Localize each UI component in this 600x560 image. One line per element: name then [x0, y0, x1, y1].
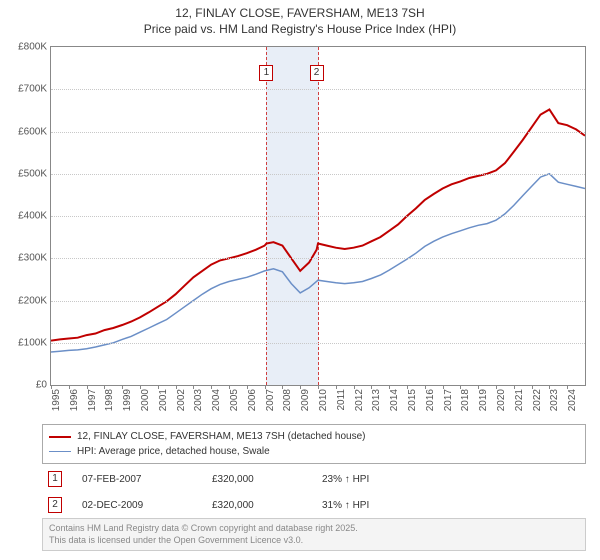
footer-line2: This data is licensed under the Open Gov…	[49, 535, 579, 547]
x-axis-label: 1997	[87, 389, 98, 411]
x-axis-label: 1998	[104, 389, 115, 411]
txn-marker: 1	[259, 65, 273, 81]
gridline-h	[51, 258, 585, 259]
x-axis-label: 2017	[443, 389, 454, 411]
x-axis-label: 2020	[496, 389, 507, 411]
txn-delta: 23% ↑ HPI	[322, 474, 580, 485]
x-axis-label: 2012	[354, 389, 365, 411]
x-axis-label: 2016	[425, 389, 436, 411]
chart-plot-area: £0£100K£200K£300K£400K£500K£600K£700K£80…	[50, 46, 586, 386]
txn-badge: 1	[48, 471, 62, 487]
txn-badge: 2	[48, 497, 62, 513]
x-axis-label: 2011	[336, 389, 347, 411]
gridline-h	[51, 89, 585, 90]
x-axis-label: 2024	[567, 389, 578, 411]
legend-row: HPI: Average price, detached house, Swal…	[49, 444, 579, 459]
transaction-row: 2 02-DEC-2009 £320,000 31% ↑ HPI	[42, 492, 586, 518]
x-axis-label: 1999	[122, 389, 133, 411]
txn-price: £320,000	[212, 500, 302, 511]
x-axis-label: 1995	[51, 389, 62, 411]
footer-attribution: Contains HM Land Registry data © Crown c…	[42, 518, 586, 551]
txn-price: £320,000	[212, 474, 302, 485]
title-block: 12, FINLAY CLOSE, FAVERSHAM, ME13 7SH Pr…	[0, 0, 600, 37]
x-axis-label: 2018	[460, 389, 471, 411]
x-axis-label: 2003	[193, 389, 204, 411]
y-axis-label: £600K	[18, 126, 47, 137]
gridline-h	[51, 301, 585, 302]
x-axis-label: 2005	[229, 389, 240, 411]
gridline-h	[51, 216, 585, 217]
gridline-h	[51, 174, 585, 175]
y-axis-label: £400K	[18, 211, 47, 222]
y-axis-label: £300K	[18, 253, 47, 264]
y-axis-label: £500K	[18, 168, 47, 179]
x-axis-label: 2010	[318, 389, 329, 411]
x-axis-label: 2004	[211, 389, 222, 411]
x-axis-label: 2023	[549, 389, 560, 411]
x-axis-label: 2006	[247, 389, 258, 411]
x-axis-label: 2007	[265, 389, 276, 411]
title-subtitle: Price paid vs. HM Land Registry's House …	[0, 22, 600, 38]
y-axis-label: £0	[36, 380, 47, 391]
txn-marker: 2	[310, 65, 324, 81]
chart-container: 12, FINLAY CLOSE, FAVERSHAM, ME13 7SH Pr…	[0, 0, 600, 560]
legend-label: 12, FINLAY CLOSE, FAVERSHAM, ME13 7SH (d…	[77, 429, 365, 444]
x-axis-label: 2021	[514, 389, 525, 411]
gridline-h	[51, 132, 585, 133]
y-axis-label: £800K	[18, 42, 47, 53]
y-axis-label: £700K	[18, 84, 47, 95]
legend-row: 12, FINLAY CLOSE, FAVERSHAM, ME13 7SH (d…	[49, 429, 579, 444]
txn-delta: 31% ↑ HPI	[322, 500, 580, 511]
legend-label: HPI: Average price, detached house, Swal…	[77, 444, 270, 459]
series-hpi	[51, 174, 585, 352]
transaction-table: 1 07-FEB-2007 £320,000 23% ↑ HPI 2 02-DEC-200…	[42, 466, 586, 518]
y-axis-label: £100K	[18, 337, 47, 348]
x-axis-label: 2002	[176, 389, 187, 411]
transaction-row: 1 07-FEB-2007 £320,000 23% ↑ HPI	[42, 466, 586, 492]
x-axis-label: 1996	[69, 389, 80, 411]
x-axis-label: 2008	[282, 389, 293, 411]
x-axis-label: 2015	[407, 389, 418, 411]
txn-date: 02-DEC-2009	[82, 500, 192, 511]
footer-line1: Contains HM Land Registry data © Crown c…	[49, 523, 579, 535]
gridline-h	[51, 343, 585, 344]
x-axis-label: 2022	[532, 389, 543, 411]
legend-swatch	[49, 451, 71, 452]
series-price_paid	[51, 110, 585, 341]
legend-box: 12, FINLAY CLOSE, FAVERSHAM, ME13 7SH (d…	[42, 424, 586, 464]
x-axis-label: 2019	[478, 389, 489, 411]
x-axis-label: 2001	[158, 389, 169, 411]
x-axis-label: 2013	[371, 389, 382, 411]
y-axis-label: £200K	[18, 295, 47, 306]
legend-swatch	[49, 436, 71, 438]
txn-date: 07-FEB-2007	[82, 474, 192, 485]
x-axis-label: 2009	[300, 389, 311, 411]
x-axis-label: 2000	[140, 389, 151, 411]
x-axis-label: 2014	[389, 389, 400, 411]
title-address: 12, FINLAY CLOSE, FAVERSHAM, ME13 7SH	[0, 6, 600, 22]
